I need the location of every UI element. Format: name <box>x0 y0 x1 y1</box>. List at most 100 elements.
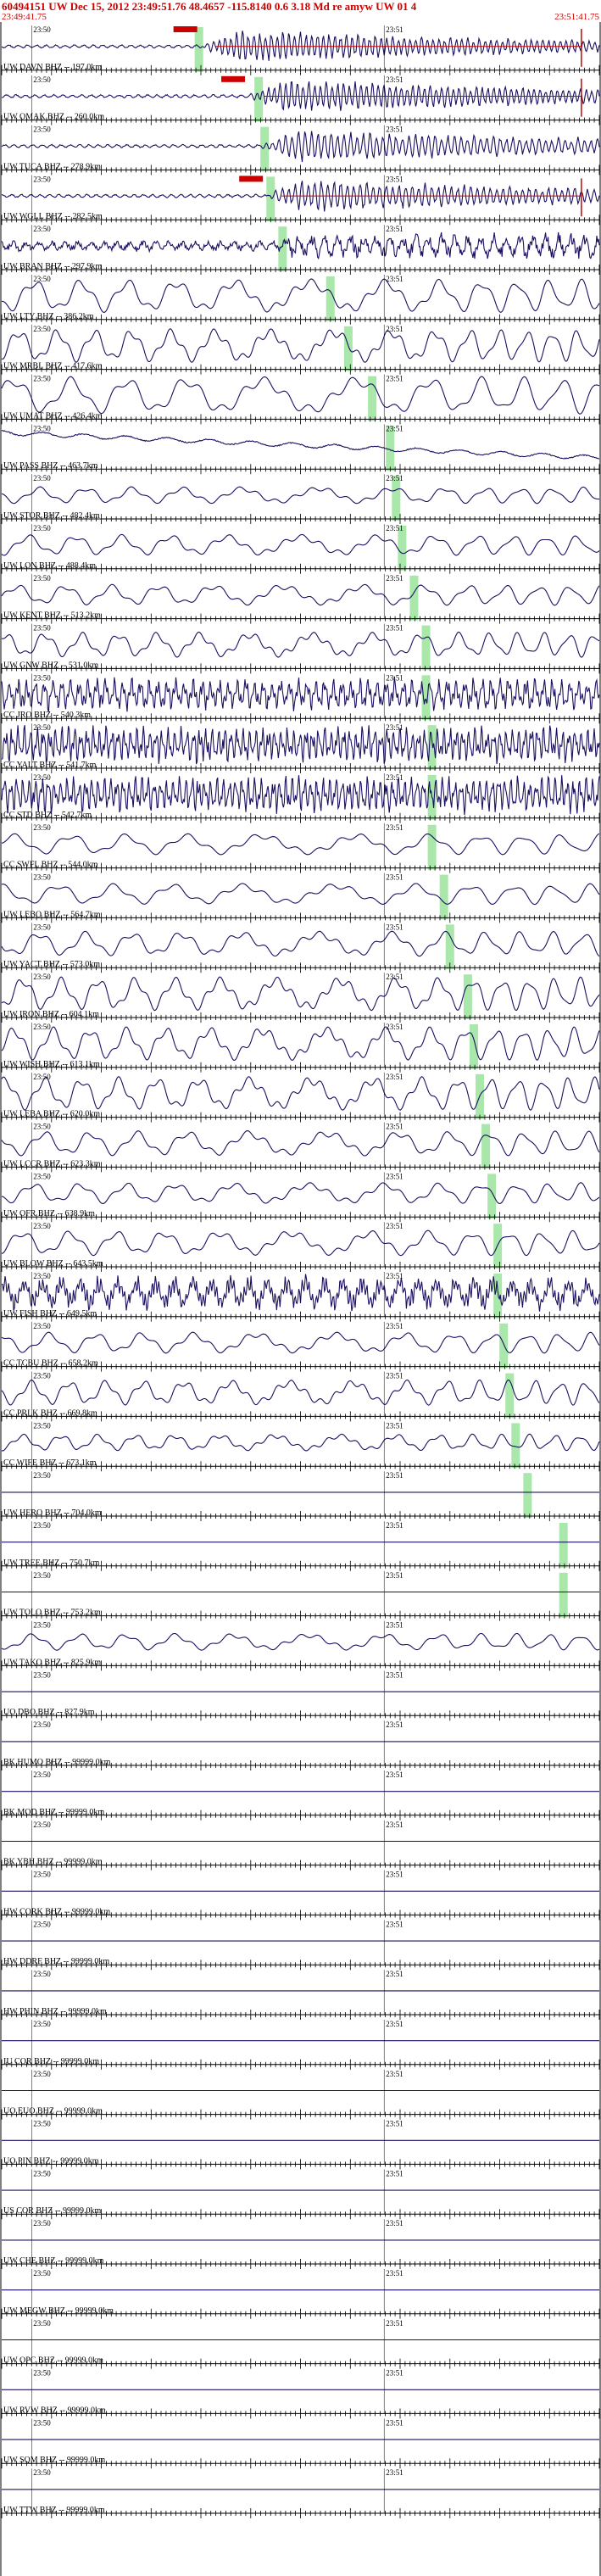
station-label: UW DAVN BHZ -- 197.0km <box>3 63 102 72</box>
minute-tick-label: 23:51 <box>386 1471 403 1480</box>
station-label: UW LEBO BHZ -- 564.7km <box>3 910 101 919</box>
end-time-label: 23:51:41.75 <box>554 12 599 22</box>
travel-time-window <box>505 1373 515 1419</box>
trace-row: 23:50 23:51 UW BLOW BHZ -- 643.5km <box>1 1222 600 1272</box>
minute-tick-label: 23:50 <box>33 1222 51 1230</box>
travel-time-window <box>427 824 437 870</box>
minute-tick-label: 23:50 <box>33 1720 51 1729</box>
trace-row: 23:50 23:51 UW BRAN BHZ -- 297.9km <box>1 225 600 275</box>
travel-time-window <box>511 1423 520 1469</box>
time-axis-ticks <box>1 2209 600 2220</box>
minute-tick-label: 23:50 <box>33 1471 51 1480</box>
minute-tick-label: 23:50 <box>33 1322 51 1330</box>
waveform-trace <box>1 583 600 606</box>
minute-tick-label: 23:51 <box>386 2020 403 2028</box>
time-axis-ticks <box>1 2308 600 2319</box>
minute-tick-label: 23:50 <box>33 1970 51 1978</box>
trace-row: 23:50 23:51 BK MOD BHZ -- 99999.0km <box>1 1770 600 1820</box>
time-axis-ticks <box>1 1262 600 1272</box>
travel-time-window <box>194 27 203 72</box>
waveform-trace <box>1 1379 600 1406</box>
trace-row: 23:50 23:51 UW DAVN BHZ -- 197.0km <box>1 25 600 75</box>
travel-time-window <box>254 76 264 122</box>
minute-tick-label: 23:50 <box>33 1023 51 1031</box>
trace-row: 23:50 23:51 BK YBH BHZ -- 99999.0km <box>1 1820 600 1871</box>
travel-time-window <box>559 1523 568 1568</box>
minute-tick-label: 23:51 <box>386 2269 403 2278</box>
station-label: UW PASS BHZ -- 463.7km <box>3 461 98 471</box>
minute-tick-label: 23:51 <box>386 375 403 383</box>
minute-tick-label: 23:50 <box>33 1272 51 1280</box>
minute-tick-label: 23:50 <box>33 2319 51 2328</box>
station-label: HW DDRF BHZ -- 99999.0km <box>3 1957 109 1966</box>
station-label: CC SWFL BHZ -- 544.0km <box>3 861 98 870</box>
time-axis-ticks <box>1 1560 600 1571</box>
minute-tick-label: 23:51 <box>386 1871 403 1879</box>
time-axis-ticks <box>1 1311 600 1322</box>
waveform-trace <box>1 231 600 260</box>
travel-time-window <box>278 226 287 271</box>
time-axis-ticks <box>1 1710 600 1721</box>
travel-time-window <box>481 1124 491 1169</box>
waveform-trace <box>1 429 600 460</box>
minute-tick-label: 23:50 <box>33 1871 51 1879</box>
pick-marker <box>221 75 246 82</box>
waveform-trace <box>1 1331 600 1354</box>
travel-time-window <box>421 625 431 671</box>
minute-tick-label: 23:51 <box>386 1571 403 1580</box>
station-label: UW OFR BHZ -- 638.9km <box>3 1209 95 1218</box>
trace-row: 23:50 23:51 UW LON BHZ -- 488.4km <box>1 524 600 574</box>
minute-tick-label: 23:50 <box>33 1372 51 1380</box>
time-axis-ticks <box>1 2458 600 2469</box>
minute-tick-label: 23:50 <box>33 325 51 333</box>
time-axis-ticks <box>1 2259 600 2269</box>
waveform-trace <box>1 725 600 765</box>
trace-row: 23:50 23:51 UW SQM BHZ -- 99999.0km <box>1 2418 600 2469</box>
waveform-trace <box>1 833 600 856</box>
minute-tick-label: 23:50 <box>33 2468 51 2477</box>
event-header-title: 60494151 UW Dec 15, 2012 23:49:51.76 48.… <box>2 0 417 13</box>
travel-time-window <box>523 1473 532 1518</box>
trace-row: 23:50 23:51 UW TAKO BHZ -- 825.9km <box>1 1620 600 1671</box>
minute-tick-label: 23:50 <box>33 923 51 931</box>
minute-tick-label: 23:50 <box>33 1073 51 1081</box>
station-label: UW MEGW BHZ -- 99999.0km <box>3 2306 114 2316</box>
station-label: UW GNW BHZ -- 531.0km <box>3 661 98 670</box>
pick-marker <box>239 176 264 182</box>
minute-tick-label: 23:50 <box>33 2269 51 2278</box>
minute-tick-label: 23:50 <box>33 2169 51 2177</box>
station-label: UW CHE BHZ -- 99999.0km <box>3 2256 104 2266</box>
station-label: UW HERO BHZ -- 704.0km <box>3 1508 102 1518</box>
minute-tick-label: 23:50 <box>33 723 51 732</box>
minute-tick-label: 23:51 <box>386 1970 403 1978</box>
minute-tick-label: 23:51 <box>386 2169 403 2177</box>
minute-tick-label: 23:50 <box>33 175 51 183</box>
minute-tick-label: 23:51 <box>386 1322 403 1330</box>
time-axis-ticks <box>1 1511 600 1521</box>
trace-row: 23:50 23:51 HW CORK BHZ -- 99999.0km <box>1 1870 600 1921</box>
station-label: UO DBO BHZ -- 827.9km <box>3 1708 95 1717</box>
time-axis-ticks <box>1 114 600 125</box>
travel-time-window <box>499 1323 509 1369</box>
trace-row: 23:50 23:51 HW DDRF BHZ -- 99999.0km <box>1 1920 600 1971</box>
time-axis-ticks <box>1 1162 600 1173</box>
waveform-trace <box>1 328 600 363</box>
minute-tick-label: 23:51 <box>386 2369 403 2378</box>
minute-tick-label: 23:51 <box>386 1123 403 1131</box>
trace-row: 23:50 23:51 US COR BHZ -- 99999.0km <box>1 2169 600 2220</box>
minute-tick-label: 23:51 <box>386 175 403 183</box>
pick-marker <box>173 26 198 32</box>
waveform-trace <box>1 1182 600 1204</box>
waveform-trace <box>1 1632 600 1651</box>
waveform-trace <box>2 278 600 313</box>
trace-row: 23:50 23:51 UW CHE BHZ -- 99999.0km <box>1 2219 600 2269</box>
minute-tick-label: 23:50 <box>33 1820 51 1829</box>
minute-tick-label: 23:50 <box>33 1920 51 1928</box>
trace-row: 23:50 23:51 UW TREE BHZ -- 750.7km <box>1 1521 600 1571</box>
time-axis-ticks <box>1 364 600 375</box>
travel-time-window <box>409 575 419 621</box>
trace-row: 23:50 23:51 UW LEBO BHZ -- 564.7km <box>1 873 600 923</box>
waveform-trace <box>1 976 600 1012</box>
minute-tick-label: 23:51 <box>386 1372 403 1380</box>
waveform-trace <box>1 181 600 212</box>
